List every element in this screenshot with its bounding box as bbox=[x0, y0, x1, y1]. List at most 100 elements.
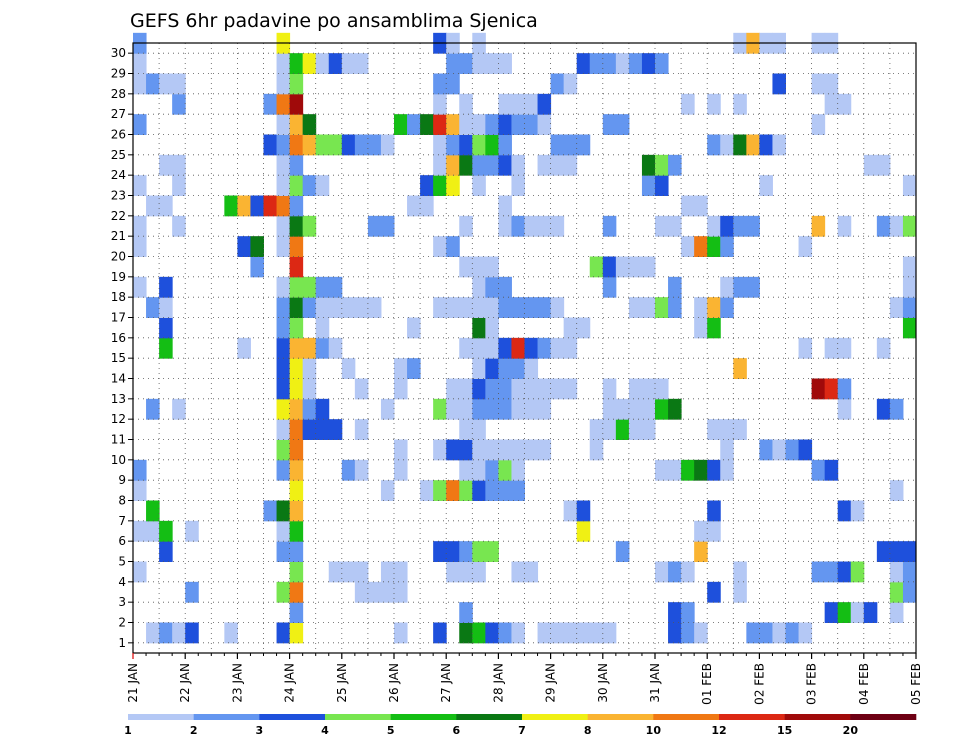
heatmap-cell bbox=[289, 358, 304, 379]
heatmap-cell bbox=[459, 602, 473, 623]
y-tick-label: 30 bbox=[111, 46, 126, 60]
heatmap-cell bbox=[289, 134, 304, 156]
heatmap-cell bbox=[615, 256, 630, 278]
heatmap-cell bbox=[276, 154, 291, 176]
y-tick-label: 17 bbox=[111, 311, 126, 325]
x-tick-label: 24 JAN bbox=[283, 663, 297, 703]
heatmap-cell bbox=[354, 297, 369, 318]
heatmap-cell bbox=[563, 500, 578, 522]
heatmap-cell bbox=[694, 622, 708, 644]
heatmap-cell bbox=[276, 236, 291, 257]
heatmap-cell bbox=[276, 215, 291, 237]
heatmap-cell bbox=[328, 276, 343, 298]
heatmap-cell bbox=[276, 297, 291, 318]
colorbar-label: 8 bbox=[584, 724, 592, 737]
heatmap-cell bbox=[707, 317, 721, 339]
heatmap-cell bbox=[159, 276, 173, 298]
heatmap-cell bbox=[459, 480, 473, 501]
y-tick-label: 29 bbox=[111, 67, 126, 81]
heatmap-cell bbox=[889, 561, 904, 583]
heatmap-cell bbox=[472, 419, 486, 440]
heatmap-cell bbox=[459, 215, 473, 237]
heatmap-cell bbox=[302, 378, 317, 400]
heatmap-cell bbox=[433, 297, 447, 318]
colorbar-label: 15 bbox=[777, 724, 792, 737]
heatmap-cell bbox=[694, 236, 708, 257]
heatmap-cells bbox=[133, 32, 917, 644]
heatmap-cell bbox=[380, 215, 395, 237]
y-tick-label: 28 bbox=[111, 87, 126, 101]
heatmap-cell bbox=[485, 134, 499, 156]
heatmap-cell bbox=[524, 114, 539, 135]
heatmap-cell bbox=[315, 398, 330, 420]
heatmap-cell bbox=[524, 561, 539, 583]
heatmap-cell bbox=[302, 419, 317, 440]
heatmap-cell bbox=[785, 439, 800, 461]
heatmap-cell bbox=[302, 114, 317, 135]
heatmap-cell bbox=[472, 480, 486, 501]
heatmap-cell bbox=[341, 297, 356, 318]
heatmap-cell bbox=[341, 561, 356, 583]
heatmap-cell bbox=[668, 561, 682, 583]
heatmap-cell bbox=[367, 215, 382, 237]
heatmap-cell bbox=[498, 215, 512, 237]
y-tick-label: 27 bbox=[111, 107, 126, 121]
heatmap-cell bbox=[302, 297, 317, 318]
heatmap-cell bbox=[133, 459, 147, 481]
heatmap-cell bbox=[446, 541, 460, 562]
heatmap-cell bbox=[707, 215, 721, 237]
heatmap-cell bbox=[655, 459, 669, 481]
heatmap-cell bbox=[394, 581, 408, 603]
heatmap-cell bbox=[772, 439, 786, 461]
heatmap-cell bbox=[641, 378, 656, 400]
heatmap-cell bbox=[433, 398, 447, 420]
y-tick-label: 4 bbox=[118, 575, 126, 589]
heatmap-cell bbox=[472, 337, 486, 359]
heatmap-cell bbox=[537, 378, 552, 400]
heatmap-cell bbox=[550, 73, 565, 95]
heatmap-cell bbox=[472, 541, 486, 562]
x-tick-label: 03 FEB bbox=[805, 663, 819, 705]
heatmap-cell bbox=[328, 337, 343, 359]
heatmap-cell bbox=[133, 73, 147, 95]
heatmap-cell bbox=[146, 500, 160, 522]
heatmap-cell bbox=[172, 73, 186, 95]
heatmap-cell bbox=[498, 93, 512, 115]
heatmap-cell bbox=[394, 378, 408, 400]
heatmap-cell bbox=[602, 53, 617, 74]
heatmap-cell bbox=[459, 53, 473, 74]
heatmap-cell bbox=[289, 602, 304, 623]
heatmap-cell bbox=[172, 398, 186, 420]
heatmap-cell bbox=[485, 337, 499, 359]
heatmap-cell bbox=[602, 276, 617, 298]
heatmap-cell bbox=[354, 378, 369, 400]
heatmap-cell bbox=[498, 459, 512, 481]
heatmap-cell bbox=[172, 93, 186, 115]
heatmap-cell bbox=[902, 215, 917, 237]
heatmap-cell bbox=[159, 73, 173, 95]
heatmap-cell bbox=[315, 53, 330, 74]
heatmap-cell bbox=[641, 175, 656, 196]
heatmap-cell bbox=[289, 297, 304, 318]
heatmap-cell bbox=[576, 53, 591, 74]
heatmap-cell bbox=[224, 195, 238, 217]
heatmap-cell bbox=[276, 195, 291, 217]
heatmap-cell bbox=[602, 114, 617, 135]
heatmap-cell bbox=[394, 459, 408, 481]
heatmap-cell bbox=[655, 398, 669, 420]
heatmap-cell bbox=[628, 378, 643, 400]
heatmap-cell bbox=[263, 134, 278, 156]
heatmap-cell bbox=[472, 561, 486, 583]
heatmap-cell bbox=[707, 459, 721, 481]
heatmap-cell bbox=[133, 276, 147, 298]
heatmap-cell bbox=[315, 297, 330, 318]
heatmap-cell bbox=[576, 622, 591, 644]
x-tick-label: 04 FEB bbox=[857, 663, 871, 705]
heatmap-cell bbox=[237, 195, 251, 217]
heatmap-cell bbox=[641, 419, 656, 440]
colorbar-swatch bbox=[719, 714, 785, 720]
heatmap-cell bbox=[263, 195, 278, 217]
heatmap-cell bbox=[276, 358, 291, 379]
heatmap-cell bbox=[433, 154, 447, 176]
colorbar-swatch bbox=[522, 714, 588, 720]
